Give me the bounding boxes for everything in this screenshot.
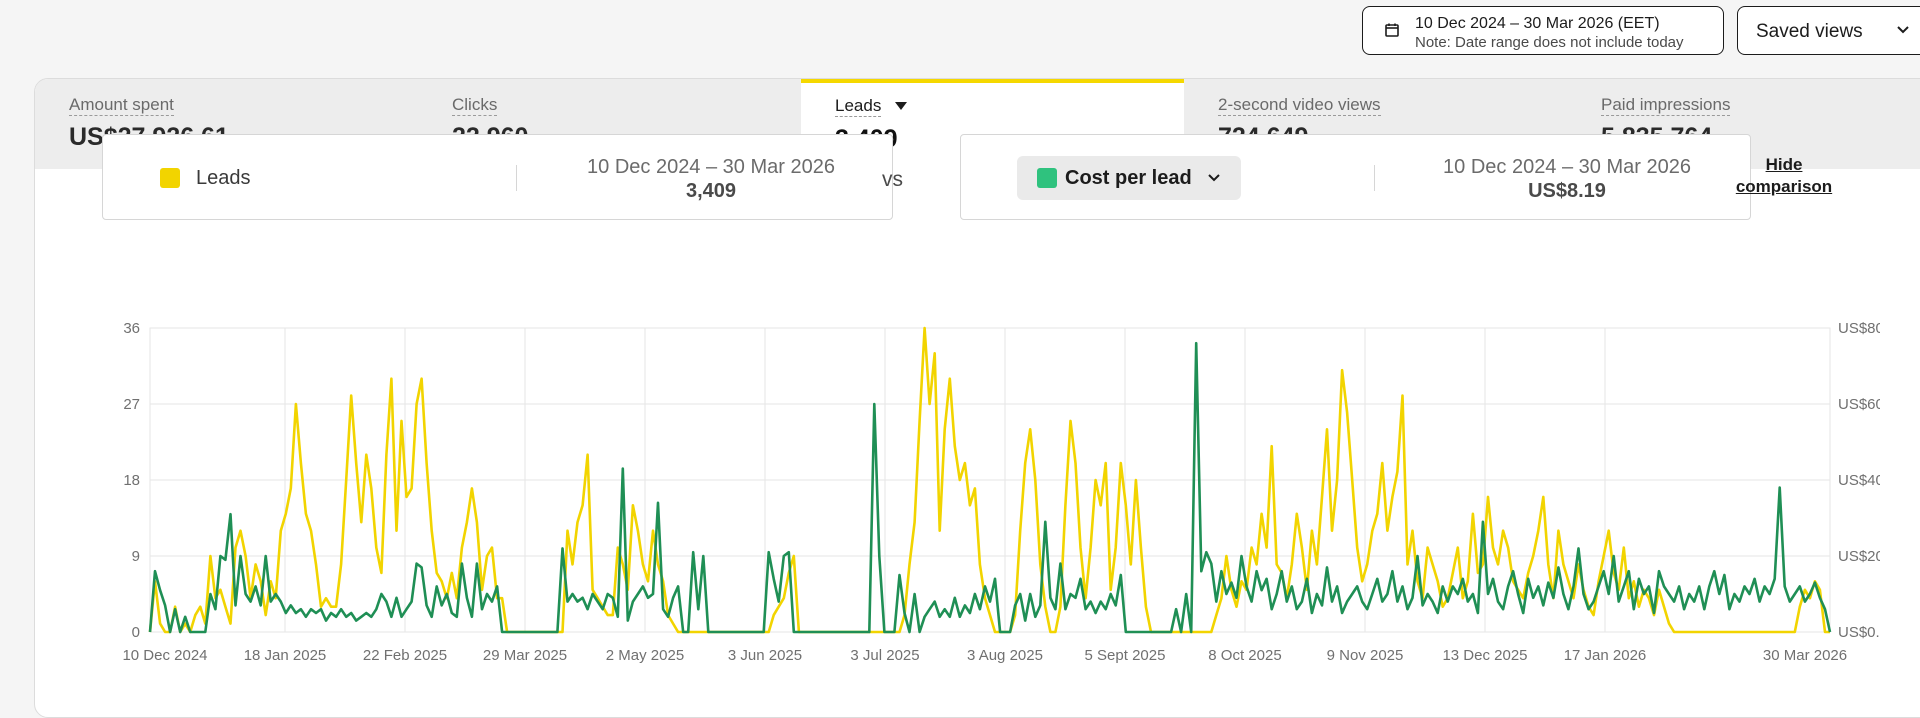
x-tick-label: 2 May 2025 xyxy=(606,647,684,664)
date-range-picker[interactable]: 10 Dec 2024 – 30 Mar 2026 (EET) Note: Da… xyxy=(1362,6,1724,55)
secondary-metric-box: Cost per lead 10 Dec 2024 – 30 Mar 2026 … xyxy=(960,134,1751,220)
y-right-tick-label: US$60.00 xyxy=(1838,396,1880,413)
y-left-tick-label: 18 xyxy=(123,472,140,489)
active-tab-indicator xyxy=(801,79,1184,83)
y-left-tick-label: 0 xyxy=(132,624,140,641)
metric-label: Paid impressions xyxy=(1601,95,1731,116)
x-tick-label: 3 Aug 2025 xyxy=(967,647,1043,664)
x-tick-label: 3 Jul 2025 xyxy=(850,647,919,664)
secondary-date-range: 10 Dec 2024 – 30 Mar 2026 xyxy=(1443,156,1691,178)
y-right-tick-label: US$0.00 xyxy=(1838,624,1880,641)
metric-label: Clicks xyxy=(452,95,498,116)
divider xyxy=(516,165,517,191)
hide-comparison-text-2: comparison xyxy=(1735,177,1833,196)
y-right-tick-label: US$20.00 xyxy=(1838,548,1880,565)
x-tick-label: 3 Jun 2025 xyxy=(728,647,802,664)
x-tick-label: 8 Oct 2025 xyxy=(1208,647,1281,664)
y-left-tick-label: 27 xyxy=(123,396,140,413)
vs-label: vs xyxy=(882,168,903,191)
series-line-leads xyxy=(148,326,1830,634)
date-range-text: 10 Dec 2024 – 30 Mar 2026 (EET) xyxy=(1415,15,1660,32)
metric-label: 2-second video views xyxy=(1218,95,1381,116)
date-range-note: Note: Date range does not include today xyxy=(1415,34,1684,51)
chevron-down-icon xyxy=(1897,26,1909,34)
hide-comparison-link[interactable]: Hide comparison xyxy=(1728,154,1840,198)
secondary-metric-value: US$8.19 xyxy=(1528,180,1606,202)
series-line-cost-per-lead xyxy=(148,341,1832,634)
hide-comparison-text-1: Hide xyxy=(1765,155,1803,174)
primary-metric-value: 3,409 xyxy=(685,180,737,202)
saved-views-label: Saved views xyxy=(1756,21,1863,42)
x-tick-label: 17 Jan 2026 xyxy=(1564,647,1647,664)
y-right-tick-label: US$80.00 xyxy=(1838,320,1880,337)
y-right-tick-label: US$40.00 xyxy=(1838,472,1880,489)
x-tick-label: 13 Dec 2025 xyxy=(1442,647,1527,664)
x-tick-label: 29 Mar 2025 xyxy=(483,647,567,664)
primary-date-range: 10 Dec 2024 – 30 Mar 2026 xyxy=(587,156,835,178)
metric-label: Leads xyxy=(835,96,882,117)
leads-vs-cost-per-lead-chart: 0 US$0.00 9 US$20.00 18 US$40.00 27 US$60.00 36 U… xyxy=(122,320,1880,664)
chevron-down-icon xyxy=(1208,174,1220,182)
saved-views-button[interactable]: Saved views xyxy=(1737,6,1920,55)
metric-label: Amount spent xyxy=(69,95,174,116)
cost-per-lead-swatch xyxy=(1037,168,1057,188)
leads-swatch xyxy=(160,168,180,188)
caret-down-icon[interactable] xyxy=(894,101,908,111)
y-left-tick-label: 9 xyxy=(132,548,140,565)
x-tick-label: 10 Dec 2024 xyxy=(122,647,207,664)
secondary-metric-label: Cost per lead xyxy=(1065,167,1192,189)
calendar-icon xyxy=(1385,23,1399,37)
y-left-tick-label: 36 xyxy=(123,320,140,337)
divider xyxy=(1374,165,1375,191)
primary-metric-box: Leads 10 Dec 2024 – 30 Mar 2026 3,409 xyxy=(102,134,893,220)
primary-metric-label: Leads xyxy=(196,167,251,189)
cost-per-lead-dropdown[interactable]: Cost per lead xyxy=(1017,156,1241,200)
x-tick-label: 9 Nov 2025 xyxy=(1327,647,1404,664)
x-tick-label: 18 Jan 2025 xyxy=(244,647,327,664)
x-tick-label: 30 Mar 2026 xyxy=(1763,647,1847,664)
x-tick-label: 22 Feb 2025 xyxy=(363,647,447,664)
x-tick-label: 5 Sept 2025 xyxy=(1085,647,1166,664)
